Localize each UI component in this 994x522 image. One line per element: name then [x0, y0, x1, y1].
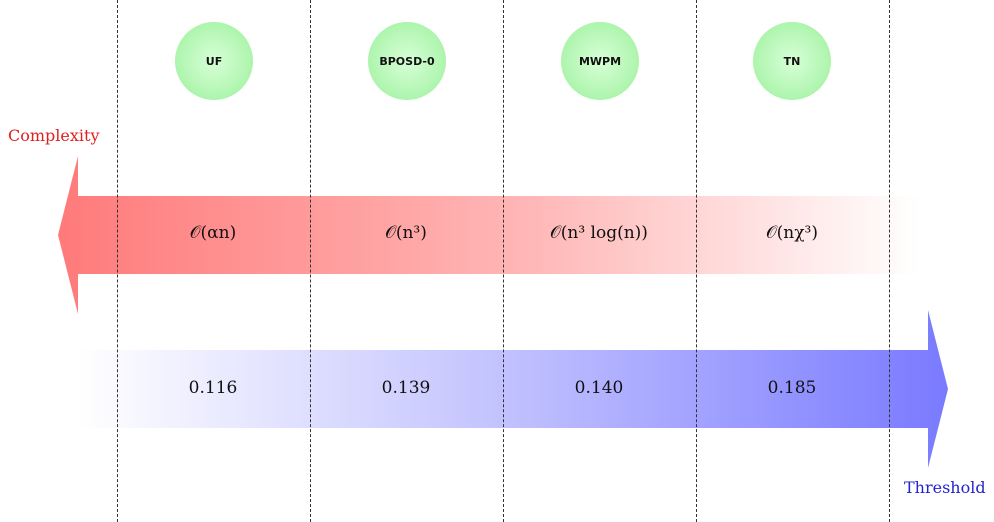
- complexity-value-tn: 𝒪(nχ³): [765, 223, 819, 243]
- threshold-arrow: [78, 310, 948, 468]
- threshold-axis-label: Threshold: [904, 478, 986, 497]
- threshold-value-mwpm: 0.140: [574, 378, 624, 398]
- decoder-label: MWPM: [578, 54, 622, 68]
- column-divider-5: [889, 0, 890, 522]
- decoder-label: TN: [783, 54, 801, 68]
- threshold-value-uf: 0.116: [188, 378, 238, 398]
- complexity-axis-label: Complexity: [8, 126, 100, 145]
- decoder-label: UF: [205, 54, 223, 68]
- column-divider-3: [503, 0, 504, 522]
- threshold-value-tn: 0.185: [767, 378, 817, 398]
- complexity-value-uf: 𝒪(αn): [189, 223, 237, 243]
- column-divider-2: [310, 0, 311, 522]
- complexity-value-mwpm: 𝒪(n³ log(n)): [550, 223, 648, 243]
- decoder-label: BPOSD-0: [379, 54, 435, 68]
- complexity-value-bposd: 𝒪(n³): [385, 223, 427, 243]
- threshold-value-bposd: 0.139: [381, 378, 431, 398]
- column-divider-1: [117, 0, 118, 522]
- complexity-arrow: [58, 156, 920, 314]
- decoder-node-mwpm: MWPM: [561, 22, 639, 100]
- decoder-node-bposd: BPOSD-0: [368, 22, 446, 100]
- decoder-node-tn: TN: [753, 22, 831, 100]
- decoder-node-uf: UF: [175, 22, 253, 100]
- column-divider-4: [696, 0, 697, 522]
